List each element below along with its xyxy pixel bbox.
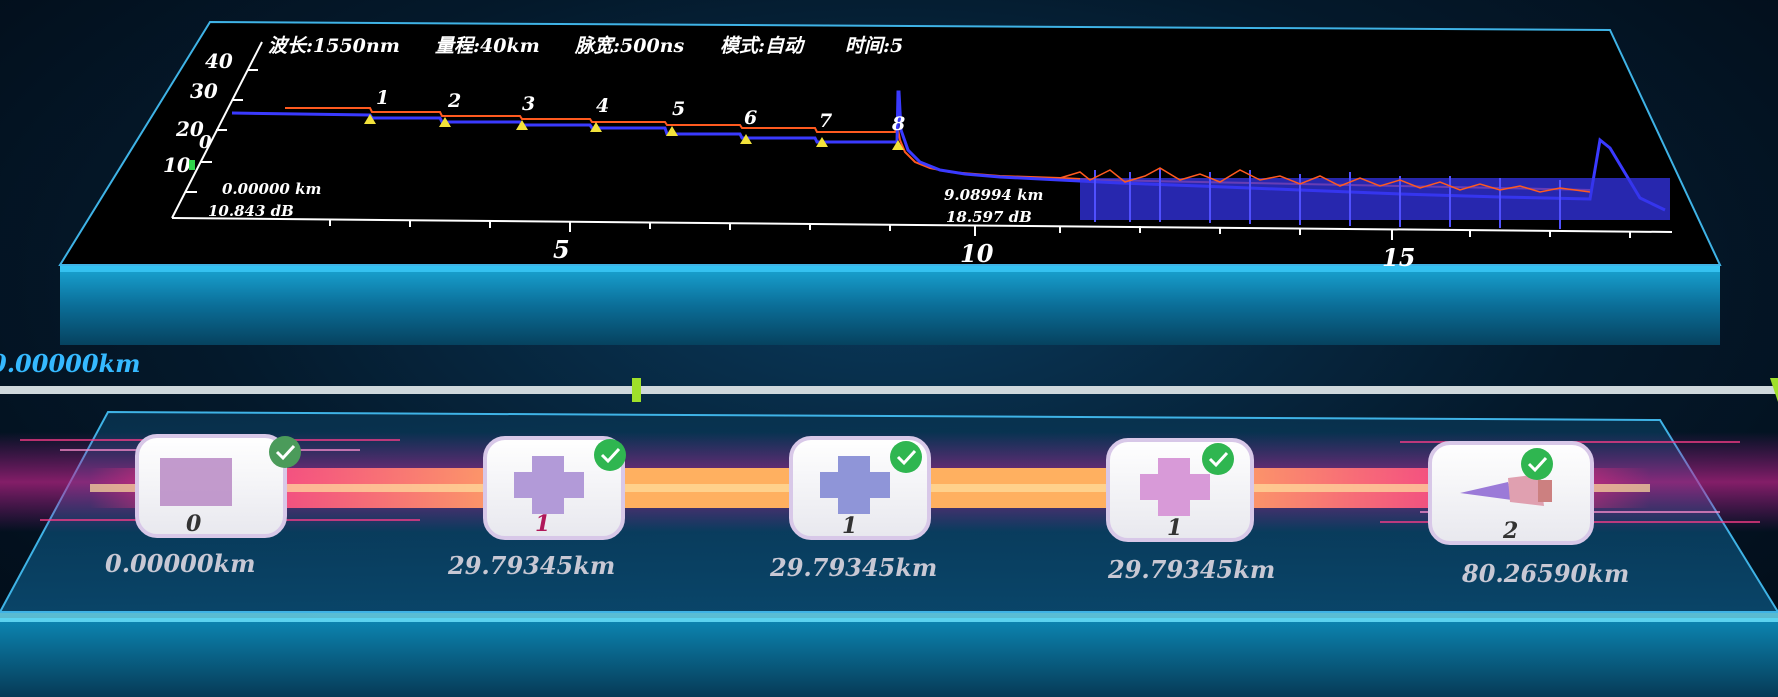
event-marker <box>666 126 678 136</box>
node-count: 2 <box>1502 518 1518 544</box>
connector-icon <box>1140 458 1210 516</box>
link-node-connector[interactable]: 1 29.79345km <box>1106 438 1275 584</box>
event-label: 1 <box>376 87 389 109</box>
node-distance: 80.26590km <box>1461 559 1629 588</box>
y-cursor-marker <box>189 160 195 170</box>
event-marker <box>740 134 752 144</box>
link-node-source[interactable]: 0 0.00000km <box>105 434 301 578</box>
ruler-start-label: 0.00000km <box>0 349 141 378</box>
check-icon <box>1521 448 1553 480</box>
cursor-a-distance: 0.00000 km <box>222 180 321 198</box>
cursor-a-loss: 10.843 dB <box>208 202 294 220</box>
node-distance: 0.00000km <box>105 549 256 578</box>
check-icon <box>269 436 301 468</box>
check-icon <box>594 439 626 471</box>
y-small-label: 0 <box>199 132 212 153</box>
y-tick-label: 10 <box>163 153 191 177</box>
node-count: 1 <box>1167 515 1182 541</box>
source-icon <box>160 458 232 506</box>
node-distance: 29.79345km <box>1107 555 1275 584</box>
ruler-handle[interactable] <box>632 378 641 402</box>
link-node-connector[interactable]: 1 29.79345km <box>447 436 626 580</box>
y-tick-label: 20 <box>175 117 204 141</box>
link-node-connector[interactable]: 1 29.79345km <box>769 436 937 582</box>
event-marker <box>590 122 602 132</box>
trace-noise <box>1059 167 1670 229</box>
link-panel: 0 0.00000km 1 29.79345km 1 29.79 <box>0 410 1778 697</box>
event-markers <box>364 114 904 150</box>
event-marker <box>439 117 451 127</box>
otdr-panel: 波长:1550nm 量程:40km 脉宽:500ns 模式:自动 时间:5 40… <box>58 20 1722 345</box>
event-marker <box>892 140 904 150</box>
event-label: 8 <box>891 113 905 135</box>
x-tick-label: 5 <box>553 235 570 264</box>
check-icon <box>1202 443 1234 475</box>
cursor-a-readout: 0.00000 km 10.843 dB <box>208 180 321 220</box>
time-label: 时间:5 <box>845 35 903 57</box>
link-node-end[interactable]: 2 80.26590km <box>1428 441 1629 588</box>
event-marker <box>516 120 528 130</box>
range-label: 量程:40km <box>435 35 540 57</box>
ruler-track <box>0 386 1778 394</box>
event-label: 2 <box>447 90 461 112</box>
y-tick-label: 40 <box>205 49 233 73</box>
event-labels: 1 2 3 4 5 6 7 8 <box>376 87 905 135</box>
event-label: 6 <box>744 107 757 129</box>
node-distance: 29.79345km <box>447 551 615 580</box>
connector-icon <box>820 456 890 514</box>
mode-label: 模式:自动 <box>720 35 806 57</box>
event-label: 3 <box>522 93 535 115</box>
otdr-header: 波长:1550nm 量程:40km 脉宽:500ns 模式:自动 时间:5 <box>268 35 903 57</box>
node-count: 1 <box>535 511 550 537</box>
x-tick-label: 10 <box>960 239 994 268</box>
wavelength-label: 波长:1550nm <box>268 35 400 57</box>
distance-ruler: 0.00000km <box>0 349 1778 402</box>
event-marker <box>816 137 828 147</box>
link-panel-front <box>0 618 1778 697</box>
ruler-handle-end[interactable] <box>1770 378 1778 402</box>
node-distance: 29.79345km <box>769 553 937 582</box>
pulse-label: 脉宽:500ns <box>574 35 684 57</box>
otdr-traces <box>231 90 1670 229</box>
node-count: 0 <box>186 511 202 537</box>
event-label: 7 <box>819 110 832 132</box>
event-marker <box>364 114 376 124</box>
otdr-y-axis: 40 30 20 10 0 <box>163 41 263 219</box>
cursor-b-readout: 9.08994 km 18.597 dB <box>944 186 1043 226</box>
cursor-b-loss: 18.597 dB <box>946 208 1032 226</box>
cursor-b-distance: 9.08994 km <box>944 186 1043 204</box>
connector-icon <box>514 456 584 514</box>
otdr-panel-front <box>60 265 1720 345</box>
otdr-x-axis: 5 10 15 <box>171 217 1673 272</box>
check-icon <box>890 441 922 473</box>
event-label: 4 <box>596 95 609 117</box>
event-label: 5 <box>672 98 685 120</box>
node-count: 1 <box>842 513 857 539</box>
x-tick-label: 15 <box>1382 243 1415 272</box>
y-tick-label: 30 <box>190 79 218 103</box>
end-connector-icon <box>1460 474 1552 506</box>
